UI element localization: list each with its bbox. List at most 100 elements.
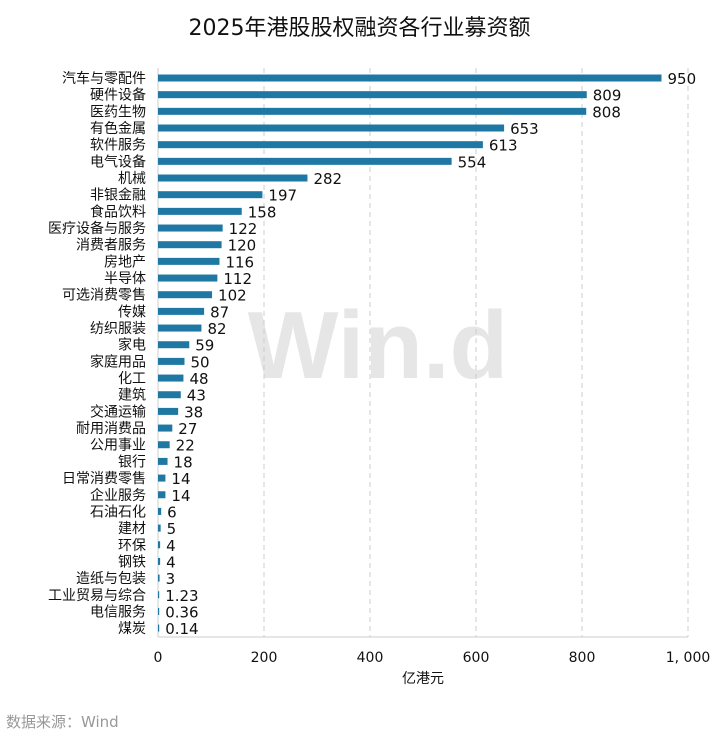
value-label: 3 xyxy=(166,570,176,588)
category-label: 传媒 xyxy=(118,304,146,320)
bar xyxy=(158,141,483,149)
bar xyxy=(158,307,205,315)
bar xyxy=(158,424,173,432)
category-label: 电信服务 xyxy=(90,604,146,620)
category-label: 建筑 xyxy=(118,388,146,404)
bar xyxy=(158,124,505,132)
category-label: 造纸与包装 xyxy=(76,571,146,587)
category-label: 公用事业 xyxy=(90,438,146,454)
bar xyxy=(158,524,161,532)
bar xyxy=(158,224,223,232)
category-label: 机械 xyxy=(118,171,146,187)
category-label: 石油石化 xyxy=(90,504,146,520)
value-label: 4 xyxy=(166,537,176,555)
value-label: 22 xyxy=(176,437,195,455)
bar xyxy=(158,541,161,549)
category-label: 纺织服装 xyxy=(90,321,146,337)
bar xyxy=(158,357,185,365)
category-label: 建材 xyxy=(118,521,146,537)
value-label: 38 xyxy=(184,403,203,421)
value-label: 50 xyxy=(191,353,210,371)
category-label: 非银金融 xyxy=(90,188,146,204)
value-label: 4 xyxy=(166,553,176,571)
chart-title: 2025年港股股权融资各行业募资额 xyxy=(188,16,531,41)
bar xyxy=(158,157,452,165)
bar xyxy=(158,591,160,599)
bar xyxy=(158,407,179,415)
category-label: 钢铁 xyxy=(118,554,146,570)
value-label: 158 xyxy=(248,203,277,221)
value-label: 0.14 xyxy=(165,620,198,638)
value-label: 808 xyxy=(592,103,621,121)
value-label: 197 xyxy=(268,187,297,205)
category-label: 企业服务 xyxy=(90,487,146,504)
x-tick-label: 400 xyxy=(357,650,384,666)
bar xyxy=(158,441,170,449)
bar xyxy=(158,374,184,382)
value-label: 120 xyxy=(228,237,257,255)
value-label: 87 xyxy=(210,303,229,321)
value-label: 613 xyxy=(489,137,518,155)
category-label: 工业贸易与综合 xyxy=(48,588,146,604)
bar xyxy=(158,341,190,349)
value-label: 809 xyxy=(593,87,622,105)
category-label: 化工 xyxy=(118,371,146,387)
bar xyxy=(158,507,162,515)
bar xyxy=(158,324,202,332)
bar xyxy=(158,624,160,632)
category-label: 有色金属 xyxy=(90,120,146,137)
category-label: 消费者服务 xyxy=(76,238,146,254)
bar xyxy=(158,574,160,582)
value-label: 6 xyxy=(167,503,177,521)
x-tick-label: 200 xyxy=(251,650,278,666)
bar xyxy=(158,174,308,182)
value-label: 14 xyxy=(171,487,190,505)
category-label: 煤炭 xyxy=(118,621,146,637)
category-label: 银行 xyxy=(118,454,146,470)
value-label: 0.36 xyxy=(165,603,198,621)
category-label: 硬件设备 xyxy=(90,87,146,104)
bar xyxy=(158,457,168,465)
watermark: Win.d xyxy=(248,292,508,399)
value-label: 1.23 xyxy=(165,587,198,605)
value-label: 59 xyxy=(195,337,214,355)
category-label: 医药生物 xyxy=(90,104,146,120)
bar xyxy=(158,191,263,199)
x-tick-label: 1, 000 xyxy=(666,650,711,666)
value-label: 43 xyxy=(187,387,206,405)
bar xyxy=(158,391,181,399)
category-label: 可选消费零售 xyxy=(62,288,146,304)
category-label: 家庭用品 xyxy=(90,353,146,370)
category-label: 家电 xyxy=(118,337,146,354)
category-label: 日常消费零售 xyxy=(62,471,146,487)
x-tick-label: 0 xyxy=(154,650,163,666)
category-label: 房地产 xyxy=(104,254,146,270)
value-label: 653 xyxy=(510,120,539,138)
category-label: 交通运输 xyxy=(90,403,146,420)
category-label: 耐用消费品 xyxy=(76,421,146,437)
bar xyxy=(158,91,587,99)
bar xyxy=(158,474,166,482)
value-label: 5 xyxy=(167,520,177,538)
bar xyxy=(158,74,662,82)
value-label: 554 xyxy=(458,153,487,171)
x-tick-label: 800 xyxy=(569,650,596,666)
bar xyxy=(158,107,587,115)
bar xyxy=(158,557,161,565)
bar xyxy=(158,241,222,249)
bar xyxy=(158,291,213,299)
category-label: 汽车与零配件 xyxy=(62,70,146,87)
value-label: 82 xyxy=(207,320,226,338)
value-label: 27 xyxy=(178,420,197,438)
bar xyxy=(158,207,242,215)
value-label: 48 xyxy=(189,370,208,388)
value-label: 112 xyxy=(223,270,252,288)
category-label: 食品饮料 xyxy=(90,203,146,220)
x-tick-label: 600 xyxy=(463,650,490,666)
value-label: 122 xyxy=(229,220,258,238)
category-label: 电气设备 xyxy=(90,153,146,170)
x-axis-label: 亿港元 xyxy=(402,671,444,687)
category-label: 软件服务 xyxy=(90,138,146,154)
source-note: 数据来源：Wind xyxy=(6,713,119,731)
